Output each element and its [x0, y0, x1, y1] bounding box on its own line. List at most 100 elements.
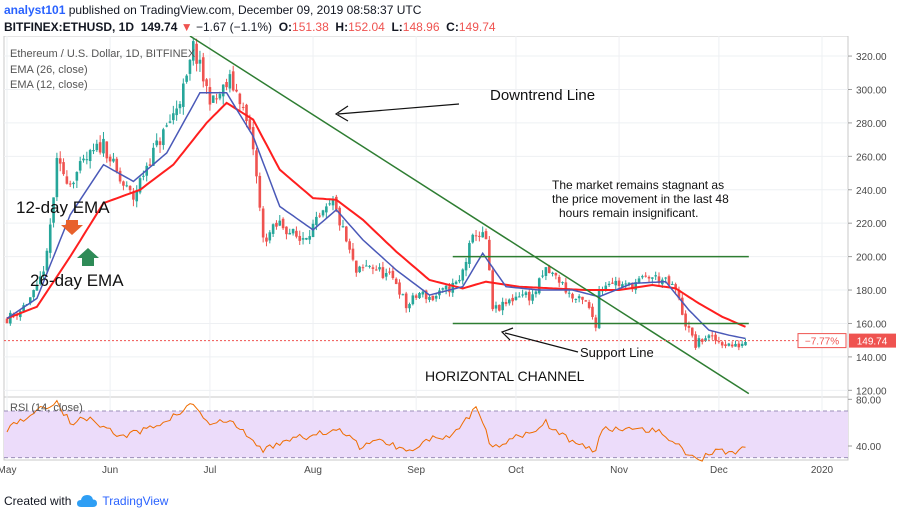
candle [135, 185, 139, 208]
candle [358, 265, 361, 274]
candle [720, 340, 724, 349]
candle [501, 297, 504, 316]
candle [211, 95, 215, 103]
candle [428, 294, 431, 303]
channel-label: HORIZONTAL CHANNEL [425, 368, 585, 384]
candle [201, 52, 205, 88]
candle-body [305, 237, 308, 240]
candle-body [501, 301, 504, 311]
candle [92, 143, 95, 155]
candle-body [92, 150, 95, 152]
price-tick-label: 320.00 [856, 52, 887, 63]
candle-body [537, 278, 541, 294]
candle-body [411, 295, 415, 305]
publish-info: analyst101 published on TradingView.com,… [4, 3, 421, 17]
created-with-text: Created with [4, 494, 72, 508]
candle-body [78, 161, 82, 171]
candle-body [158, 141, 162, 145]
chart-canvas[interactable]: 120.00 140.00 160.00 180.00 200.00 220.00 240.… [0, 36, 900, 490]
candle [368, 265, 371, 269]
time-tick-label: May [0, 465, 16, 476]
tradingview-brand[interactable]: TradingView [102, 494, 169, 508]
candle-body [261, 208, 265, 238]
candle [198, 50, 202, 72]
candle-body [128, 185, 132, 191]
candle-body [734, 343, 737, 347]
chart-title: Ethereum / U.S. Dollar, 1D, BITFINEX [10, 48, 196, 60]
candle-body [421, 291, 425, 295]
candle [394, 277, 398, 285]
candle [488, 236, 491, 271]
candle [265, 233, 268, 247]
candle [258, 172, 262, 212]
candle [531, 289, 534, 305]
candle [524, 290, 528, 298]
candle-body [378, 267, 381, 270]
candle [574, 298, 578, 304]
candle-body [624, 283, 628, 285]
candle [464, 258, 468, 277]
candle-body [571, 293, 574, 299]
candle [152, 142, 155, 166]
candle-body [458, 279, 461, 282]
candle-body [444, 285, 448, 290]
candle [318, 212, 321, 218]
candle [278, 215, 282, 227]
time-tick-label: Oct [508, 465, 524, 476]
candle-body [335, 196, 338, 210]
candle-body [508, 299, 511, 304]
candle-body [358, 266, 361, 273]
candle [195, 38, 198, 72]
candle [298, 230, 302, 246]
candle [138, 176, 142, 195]
candle [108, 154, 112, 167]
candle [345, 225, 348, 243]
candle [468, 240, 471, 268]
candle-body [72, 182, 75, 185]
author-link[interactable]: analyst101 [4, 3, 66, 17]
candle [511, 294, 514, 306]
candle-body [514, 296, 518, 300]
candle [707, 333, 711, 342]
candle [238, 92, 242, 112]
candle [607, 281, 611, 288]
candle-body [62, 162, 65, 175]
candle-body [388, 271, 391, 273]
candle-body [398, 282, 401, 295]
candle [132, 187, 135, 207]
candle-body [188, 59, 192, 74]
high-value: 152.04 [348, 20, 385, 34]
candle [235, 83, 238, 93]
candle-body [441, 288, 445, 290]
candle [581, 296, 584, 305]
candle [621, 281, 624, 288]
time-tick-label: 2020 [811, 465, 834, 476]
candle-body [464, 261, 468, 271]
time-tick-label: Jul [204, 465, 217, 476]
candle [478, 231, 481, 242]
candle [494, 301, 498, 313]
candle [557, 274, 561, 288]
candle [717, 336, 721, 344]
plot-frame [3, 36, 849, 461]
candle [321, 209, 325, 218]
candle-body [198, 59, 202, 64]
candle [112, 152, 115, 163]
legend-ema12: EMA (12, close) [10, 79, 88, 91]
candle [471, 233, 475, 244]
ema12-label: 12-day EMA [16, 198, 110, 217]
downtrend-line[interactable] [189, 36, 750, 395]
open-value: 151.38 [292, 20, 329, 34]
candle [571, 292, 574, 303]
candle [521, 289, 524, 298]
candle-body [607, 283, 611, 286]
candle [35, 280, 39, 291]
price-change: −1.67 (−1.1%) [195, 20, 273, 34]
candle-body [115, 158, 119, 172]
candle-body [155, 140, 158, 146]
candle [537, 277, 541, 295]
candle-body [674, 284, 677, 290]
time-tick-label: Jun [102, 465, 118, 476]
ema26-line [6, 101, 746, 328]
candle [408, 302, 411, 313]
